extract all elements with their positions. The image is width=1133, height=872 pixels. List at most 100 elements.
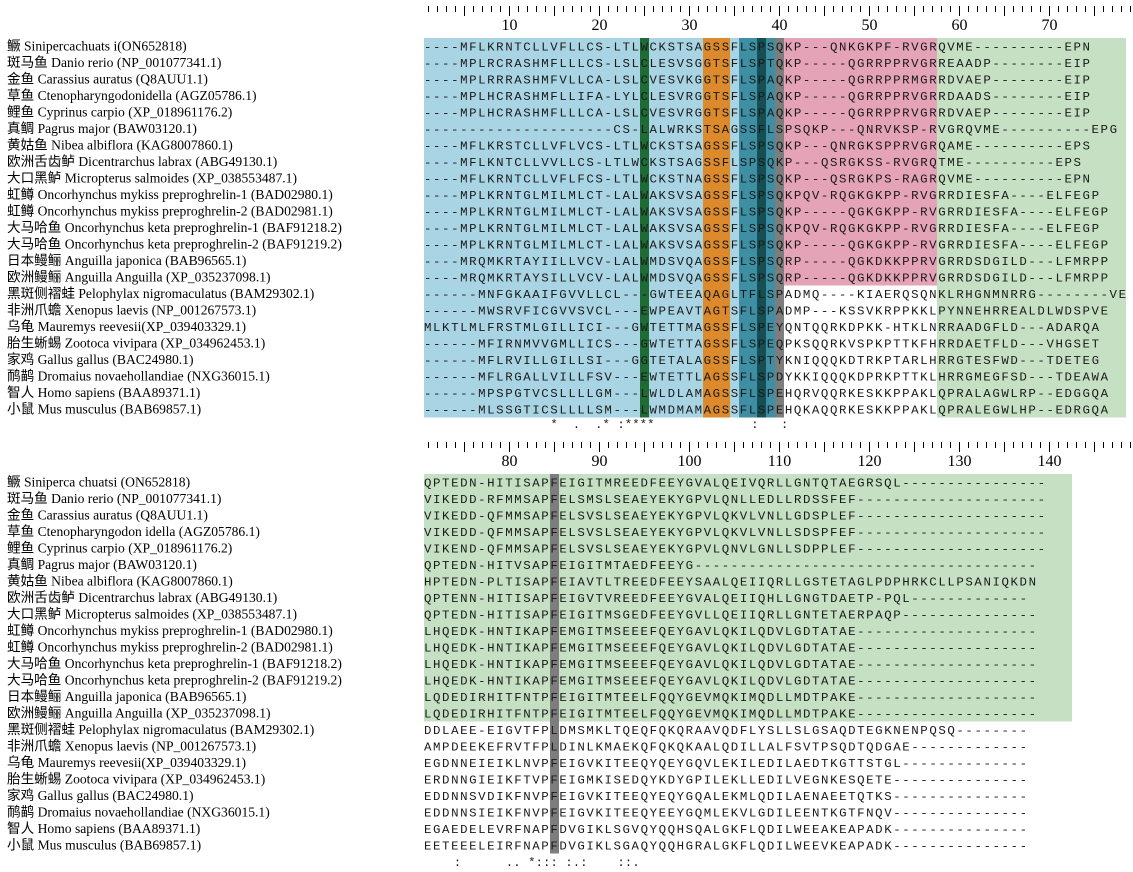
ruler-number: 80 <box>502 453 518 470</box>
sequence-row: ----MRQMKRTAYSILLVCV-LALWMDSVQAGSSFLSPSQ… <box>424 272 1108 286</box>
sequence-row: DDLAEE-EIGVTFPLDMSMKLTQEQFQKQRAAVQDFLYSL… <box>424 724 1027 738</box>
sequence-row: ----MPLKRNTGLMILMLCT-LALWAKSVSAGSSFLSPSQ… <box>424 222 1099 236</box>
species-label: 黄姑鱼 Nibea albiflora (KAG8007860.1) <box>7 137 233 154</box>
sequence-row: ----MRQMKRTAYIILLVCV-LALWMDSVQAGSSFLSPSQ… <box>424 255 1108 269</box>
sequence-row: ------MFIRNMVVGMLLICS---GWTETTAGSSFLSPEQ… <box>424 338 1099 352</box>
highlight-region <box>649 38 703 418</box>
species-label: 黑斑侧褶蛙 Pelophylax nigromaculatus (BAM2930… <box>7 286 314 302</box>
highlight-region <box>784 38 901 286</box>
species-label: 黑斑侧褶蛙 Pelophylax nigromaculatus (BAM2930… <box>7 722 314 738</box>
species-label: 大口黑鲈 Micropterus salmoides (XP_038553487… <box>7 171 297 187</box>
ruler-2: 80 90 100 110 120 130 140 <box>428 442 1131 470</box>
sequence-row: MLKTLMLFRSTMLGILLICI---GWTETTMAGSSFLSPEY… <box>424 321 1100 335</box>
ruler-number: 90 <box>592 453 608 470</box>
sequence-row: LQDEDIRHITFNTPFEIGITMTEELFQQYGEVMQKIMQDL… <box>424 691 1036 705</box>
ruler-number: 20 <box>592 17 608 34</box>
ruler-number: 110 <box>768 453 791 470</box>
species-label: 非洲爪蟾 Xenopus laevis (NP_001267573.1) <box>7 739 256 755</box>
species-label: 非洲爪蟾 Xenopus laevis (NP_001267573.1) <box>7 303 256 319</box>
consensus-line-1: * . .* :**** : : <box>424 418 788 432</box>
ruler-1: 10 20 30 40 50 60 70 <box>428 6 1131 34</box>
conserved-column <box>775 38 784 418</box>
species-label: 日本鳗鲡 Anguilla japonica (BAB96565.1) <box>7 253 246 269</box>
species-label: 草鱼 Ctenopharyngodon idella (AGZ05786.1) <box>7 523 260 540</box>
sequence-row: VIKEND-QFMMSAPFELSVSLSEAEYEKYGPVLQNVLGNL… <box>424 543 1045 557</box>
species-label: 金鱼 Carassius auratus (Q8AUU1.1) <box>7 71 208 88</box>
species-label: 鲤鱼 Cyprinus carpio (XP_018961176.2) <box>7 104 232 121</box>
sequence-row: ------MNFGKAAIFGVVLLCL---GWTEEAQAGLTFLSP… <box>424 288 1126 302</box>
sequence-row: ERDNNGIEIKFTVPFEIGMKISEDQYKDYGPILEKLLEDI… <box>424 774 1027 788</box>
sequence-row: ----MFLKRNTCLLVFLLCS-LTLWCKSTSAGSSFLSPSQ… <box>424 41 1090 55</box>
species-label: 日本鳗鲡 Anguilla japonica (BAB96565.1) <box>7 689 246 705</box>
species-label: 虹鳟 Oncorhynchus mykiss preproghrelin-1 (… <box>7 623 333 639</box>
highlight-region <box>559 474 1072 722</box>
species-label: 鸸鹋 Dromaius novaehollandiae (NXG36015.1) <box>7 368 270 385</box>
alignment-block-2: 80 90 100 110 120 130 140 鳜 Siniperca chuatsi … <box>7 442 1131 870</box>
sequence-row: LQDEDIRHITFNTPFEIGITMTEELFQQYGEVMQKIMQDL… <box>424 708 1036 722</box>
species-label: 家鸡 Gallus gallus (BAC24980.1) <box>7 787 194 804</box>
highlight-region <box>937 38 1126 418</box>
species-label: 斑马鱼 Danio rerio (NP_001077341.1) <box>7 490 221 507</box>
sequence-row: ----MFLKRSTCLLVFLVCS-LTLWCKSTSAGSSFLSPSQ… <box>424 140 1090 154</box>
highlight-region <box>424 474 550 722</box>
species-label: 黄姑鱼 Nibea albiflora (KAG8007860.1) <box>7 573 233 590</box>
ruler-number: 30 <box>682 17 698 34</box>
species-label: 欧洲舌齿鲈 Dicentrarchus labrax (ABG49130.1) <box>7 590 277 606</box>
sequence-row: ----MPLHCRASHMFLLIFA-LYLCLESVRGGTSFLSPAQ… <box>424 90 1090 104</box>
sequences-1: ----MFLKRNTCLLVFLLCS-LTLWCKSTSAGSSFLSPSQ… <box>424 41 1126 418</box>
species-label: 大口黑鲈 Micropterus salmoides (XP_038553487… <box>7 607 297 623</box>
species-label: 大马哈鱼 Oncorhynchus keta preproghrelin-1 (… <box>7 655 342 672</box>
species-label: 真鲷 Pagrus major (BAW03120.1) <box>7 557 197 573</box>
sequence-row: ----MFLKRNTCLLVFLFCS-LTLWCKSTNAGSSFLSPSQ… <box>424 173 1090 187</box>
species-label: 胎生蜥蜴 Zootoca vivipara (XP_034962453.1) <box>7 336 265 352</box>
sequence-row: AMPDEEKEFRVTFPLDINLKMAEKQFQKQKAALQDILLAL… <box>424 741 1027 755</box>
sequence-row: ------MFLRGALLVILLFSV---EWTETTLAGSSFLSPD… <box>424 371 1109 385</box>
species-label: 虹鳟 Oncorhynchus mykiss preproghrelin-2 (… <box>7 640 333 656</box>
species-label: 大马哈鱼 Oncorhynchus keta preproghrelin-2 (… <box>7 236 342 253</box>
species-label: 小鼠 Mus musculus (BAB69857.1) <box>7 838 201 854</box>
sequence-row: ------MWSRVFICGVVSVCL---EWPEAVTAGTSFLSPA… <box>424 305 1108 319</box>
ruler-number: 10 <box>502 17 518 34</box>
conserved-column <box>739 38 757 418</box>
conserved-column <box>757 38 766 418</box>
highlight-layer-1 <box>424 38 1126 418</box>
species-label: 小鼠 Mus musculus (BAB69857.1) <box>7 402 201 418</box>
ruler-number: 120 <box>858 453 882 470</box>
ruler-number: 60 <box>952 17 968 34</box>
sequence-row: ------MLSSGTICSLLLLSM---LWMDMAMAGSSFLSPE… <box>424 404 1109 418</box>
species-label: 大马哈鱼 Oncorhynchus keta preproghrelin-1 (… <box>7 219 342 236</box>
sequence-row: LHQEDK-HNTIKAPFEMGITMSEEEFQEYGAVLQKILQDV… <box>424 642 1036 656</box>
labels-2: 鳜 Siniperca chuatsi (ON652818)斑马鱼 Danio … <box>7 475 342 854</box>
sequence-row: LHQEDK-HNTIKAPFEMGITMSEEEFQEYGAVLQKILQDV… <box>424 658 1036 672</box>
species-label: 草鱼 Ctenopharyngodonidella (AGZ05786.1) <box>7 87 257 104</box>
sequence-row: EDDNNSVDIKFNVPFEIGVKITEEQYEQYGQALEKMLQDI… <box>424 790 1027 804</box>
conserved-column <box>550 474 559 854</box>
consensus-line-2: : .. *::: :.: ::. <box>424 856 640 870</box>
sequences-2: QPTEDN-HITISAPFEIGITMREEDFEEYGVALQEIVQRL… <box>424 477 1045 854</box>
labels-1: 鳜 Sinipercachuats i(ON652818)斑马鱼 Danio r… <box>7 39 342 418</box>
ruler-number: 70 <box>1042 17 1058 34</box>
ruler-number: 100 <box>678 453 702 470</box>
ruler-number: 130 <box>948 453 972 470</box>
sequence-row: ----MFLKNTCLLVVLLCS-LTLWCKSTSAGSSFLSPSQK… <box>424 156 1081 170</box>
sequence-row: EGDNNEIEIKLNVPFEIGVKITEEQYQEYGQVLEKILEDI… <box>424 757 1027 771</box>
species-label: 欧洲鳗鲡 Anguilla Anguilla (XP_035237098.1) <box>7 706 271 722</box>
sequence-row: ----MPLHCRASHMFLLLCA-LSLCVESVRGGTSFLSPAQ… <box>424 107 1090 121</box>
species-label: 乌龟 Mauremys reevesii(XP_039403329.1) <box>7 755 246 771</box>
highlight-layer-2 <box>424 474 1072 854</box>
ruler-number: 50 <box>862 17 878 34</box>
sequence-row: ------MFLRVILLGILLSI---GGTETALAGSSFLSPTY… <box>424 354 1099 368</box>
sequence-row: ----MPLKRNTGLMILMLCT-LALWAKSVSAGSSFLSPSQ… <box>424 189 1099 203</box>
sequence-row: ---------------------CS-LALWRKSTSAGSSFLS… <box>424 123 1117 137</box>
species-label: 斑马鱼 Danio rerio (NP_001077341.1) <box>7 54 221 71</box>
species-label: 智人 Homo sapiens (BAA89371.1) <box>7 385 200 401</box>
sequence-row: ----MPLRCRASHMFLLLCS-LSLCLESVSGGTSFLSPTQ… <box>424 57 1090 71</box>
species-label: 鳜 Sinipercachuats i(ON652818) <box>7 39 187 55</box>
sequence-row: EGAEDELEVRFNAPFDVGIKLSGVQYQQHSQALGKFLQDI… <box>424 823 1027 837</box>
species-label: 乌龟 Mauremys reevesii(XP_039403329.1) <box>7 319 246 335</box>
highlight-region <box>901 38 937 286</box>
highlight-region <box>730 38 739 418</box>
species-label: 大马哈鱼 Oncorhynchus keta preproghrelin-2 (… <box>7 672 342 689</box>
species-label: 鲤鱼 Cyprinus carpio (XP_018961176.2) <box>7 540 232 557</box>
